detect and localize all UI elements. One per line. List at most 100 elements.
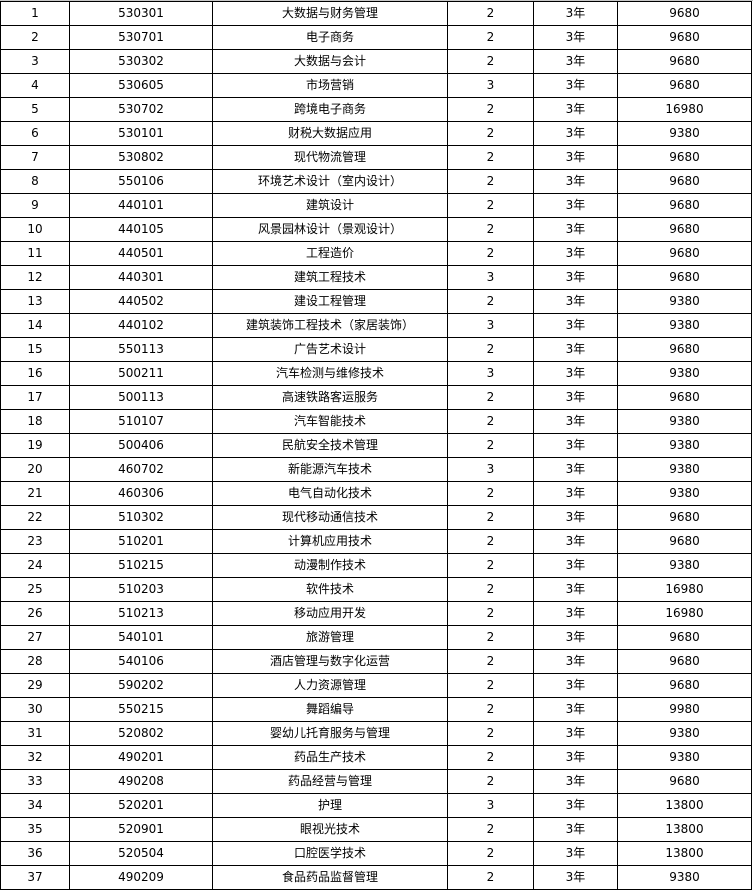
major-code-cell: 510302 xyxy=(69,505,213,530)
major-name-cell: 高速铁路客运服务 xyxy=(212,385,448,410)
count-cell: 3 xyxy=(447,361,534,386)
count-cell: 2 xyxy=(447,433,534,458)
fee-cell: 9380 xyxy=(617,865,752,890)
table-row: 8 550106 环境艺术设计（室内设计） 2 3年 9680 xyxy=(0,169,752,194)
table-row: 29 590202 人力资源管理 2 3年 9680 xyxy=(0,673,752,698)
fee-cell: 9680 xyxy=(617,49,752,74)
duration-cell: 3年 xyxy=(533,169,618,194)
fee-cell: 13800 xyxy=(617,817,752,842)
fee-cell: 9680 xyxy=(617,769,752,794)
major-name-cell: 现代移动通信技术 xyxy=(212,505,448,530)
table-row: 14 440102 建筑装饰工程技术（家居装饰） 3 3年 9380 xyxy=(0,313,752,338)
fee-cell: 9680 xyxy=(617,337,752,362)
row-number-cell: 31 xyxy=(0,721,70,746)
row-number-cell: 19 xyxy=(0,433,70,458)
table-row: 23 510201 计算机应用技术 2 3年 9680 xyxy=(0,529,752,554)
count-cell: 2 xyxy=(447,193,534,218)
fee-cell: 16980 xyxy=(617,577,752,602)
count-cell: 2 xyxy=(447,25,534,50)
major-code-cell: 440502 xyxy=(69,289,213,314)
count-cell: 2 xyxy=(447,409,534,434)
row-number-cell: 32 xyxy=(0,745,70,770)
fee-cell: 9380 xyxy=(617,457,752,482)
table-row: 28 540106 酒店管理与数字化运营 2 3年 9680 xyxy=(0,649,752,674)
table-row: 16 500211 汽车检测与维修技术 3 3年 9380 xyxy=(0,361,752,386)
major-code-cell: 510215 xyxy=(69,553,213,578)
row-number-cell: 13 xyxy=(0,289,70,314)
major-name-cell: 护理 xyxy=(212,793,448,818)
fee-cell: 9380 xyxy=(617,289,752,314)
duration-cell: 3年 xyxy=(533,481,618,506)
duration-cell: 3年 xyxy=(533,361,618,386)
major-code-cell: 500113 xyxy=(69,385,213,410)
major-name-cell: 药品经营与管理 xyxy=(212,769,448,794)
table-row: 27 540101 旅游管理 2 3年 9680 xyxy=(0,625,752,650)
major-code-cell: 540106 xyxy=(69,649,213,674)
table-row: 3 530302 大数据与会计 2 3年 9680 xyxy=(0,49,752,74)
table-row: 5 530702 跨境电子商务 2 3年 16980 xyxy=(0,97,752,122)
duration-cell: 3年 xyxy=(533,385,618,410)
count-cell: 2 xyxy=(447,577,534,602)
duration-cell: 3年 xyxy=(533,49,618,74)
major-code-cell: 530101 xyxy=(69,121,213,146)
duration-cell: 3年 xyxy=(533,529,618,554)
fee-cell: 9680 xyxy=(617,217,752,242)
major-code-cell: 540101 xyxy=(69,625,213,650)
major-code-cell: 550113 xyxy=(69,337,213,362)
table-row: 21 460306 电气自动化技术 2 3年 9380 xyxy=(0,481,752,506)
count-cell: 3 xyxy=(447,73,534,98)
count-cell: 2 xyxy=(447,49,534,74)
table-row: 37 490209 食品药品监督管理 2 3年 9380 xyxy=(0,865,752,890)
table-row: 36 520504 口腔医学技术 2 3年 13800 xyxy=(0,841,752,866)
row-number-cell: 1 xyxy=(0,1,70,26)
table-row: 7 530802 现代物流管理 2 3年 9680 xyxy=(0,145,752,170)
duration-cell: 3年 xyxy=(533,769,618,794)
count-cell: 2 xyxy=(447,217,534,242)
fee-cell: 9680 xyxy=(617,625,752,650)
major-code-cell: 520802 xyxy=(69,721,213,746)
count-cell: 3 xyxy=(447,265,534,290)
row-number-cell: 2 xyxy=(0,25,70,50)
major-name-cell: 环境艺术设计（室内设计） xyxy=(212,169,448,194)
major-name-cell: 酒店管理与数字化运营 xyxy=(212,649,448,674)
row-number-cell: 26 xyxy=(0,601,70,626)
duration-cell: 3年 xyxy=(533,313,618,338)
count-cell: 2 xyxy=(447,1,534,26)
major-name-cell: 跨境电子商务 xyxy=(212,97,448,122)
major-name-cell: 电气自动化技术 xyxy=(212,481,448,506)
major-name-cell: 大数据与财务管理 xyxy=(212,1,448,26)
duration-cell: 3年 xyxy=(533,97,618,122)
major-code-cell: 510203 xyxy=(69,577,213,602)
fee-cell: 9380 xyxy=(617,409,752,434)
count-cell: 2 xyxy=(447,241,534,266)
major-code-cell: 590202 xyxy=(69,673,213,698)
major-code-cell: 530605 xyxy=(69,73,213,98)
table-row: 17 500113 高速铁路客运服务 2 3年 9680 xyxy=(0,385,752,410)
fee-cell: 9680 xyxy=(617,385,752,410)
row-number-cell: 9 xyxy=(0,193,70,218)
count-cell: 2 xyxy=(447,481,534,506)
fee-cell: 9680 xyxy=(617,673,752,698)
fee-cell: 9380 xyxy=(617,313,752,338)
major-code-cell: 530802 xyxy=(69,145,213,170)
major-name-cell: 广告艺术设计 xyxy=(212,337,448,362)
duration-cell: 3年 xyxy=(533,865,618,890)
duration-cell: 3年 xyxy=(533,505,618,530)
major-name-cell: 药品生产技术 xyxy=(212,745,448,770)
major-code-cell: 490209 xyxy=(69,865,213,890)
fee-cell: 16980 xyxy=(617,601,752,626)
table-row: 25 510203 软件技术 2 3年 16980 xyxy=(0,577,752,602)
fee-cell: 9380 xyxy=(617,481,752,506)
fee-cell: 9380 xyxy=(617,721,752,746)
major-code-cell: 440102 xyxy=(69,313,213,338)
major-name-cell: 建筑装饰工程技术（家居装饰） xyxy=(212,313,448,338)
duration-cell: 3年 xyxy=(533,817,618,842)
row-number-cell: 23 xyxy=(0,529,70,554)
row-number-cell: 10 xyxy=(0,217,70,242)
row-number-cell: 22 xyxy=(0,505,70,530)
duration-cell: 3年 xyxy=(533,289,618,314)
table-row: 11 440501 工程造价 2 3年 9680 xyxy=(0,241,752,266)
fee-cell: 9680 xyxy=(617,73,752,98)
count-cell: 2 xyxy=(447,817,534,842)
